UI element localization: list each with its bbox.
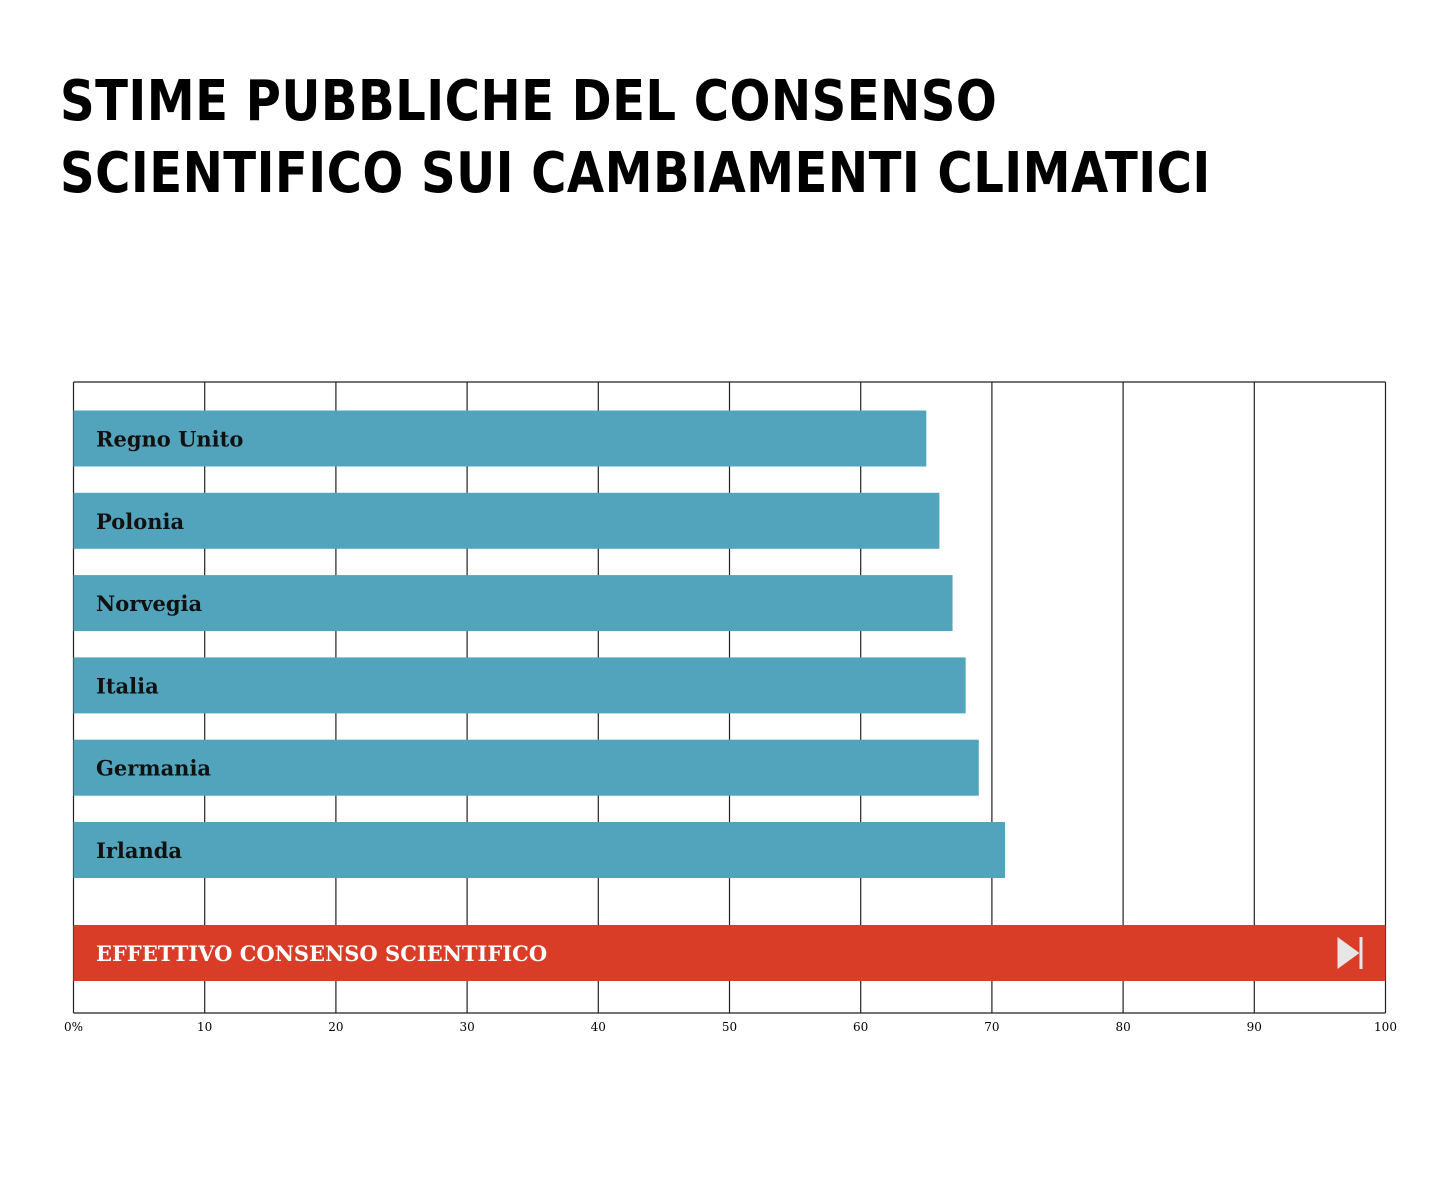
bar — [73, 739, 979, 796]
x-tick-label: 20 — [328, 1020, 343, 1034]
bar-label: Germania — [96, 756, 211, 781]
bars: Regno Unito Polonia Norvegia Italia Germania… — [73, 410, 1006, 878]
x-tick-label: 10 — [197, 1020, 212, 1034]
reference-bar — [73, 925, 1386, 981]
bar — [73, 657, 966, 714]
bar-label: Regno Unito — [96, 427, 243, 452]
x-tick-label: 60 — [853, 1020, 868, 1034]
bar — [73, 575, 953, 632]
reference-bar-group: EFFETTIVO CONSENSO SCIENTIFICO — [73, 925, 1386, 981]
bar-label: Italia — [96, 673, 159, 698]
x-tick-label: 80 — [1115, 1020, 1130, 1034]
bar-label: Irlanda — [96, 838, 182, 863]
bar — [73, 822, 1006, 878]
x-tick-label: 100 — [1374, 1020, 1397, 1034]
skip-forward-icon — [1337, 937, 1363, 969]
bar-label: Polonia — [96, 509, 184, 534]
x-axis: 0% 10 20 30 40 50 60 70 80 90 100 — [64, 1020, 1397, 1034]
x-tick-label: 70 — [984, 1020, 999, 1034]
chart-title-line-2: SCIENTIFICO SUI CAMBIAMENTI CLIMATICI — [60, 141, 1211, 206]
chart-title-line-1: STIME PUBBLICHE DEL CONSENSO — [60, 69, 998, 134]
x-tick-label: 50 — [722, 1020, 737, 1034]
bar-label: Norvegia — [96, 591, 202, 616]
x-tick-label: 0% — [64, 1020, 83, 1034]
bar — [73, 492, 940, 549]
x-tick-label: 30 — [459, 1020, 474, 1034]
reference-bar-label: EFFETTIVO CONSENSO SCIENTIFICO — [96, 941, 547, 966]
chart-title: STIME PUBBLICHE DEL CONSENSO SCIENTIFICO… — [60, 66, 1211, 210]
x-tick-label: 40 — [591, 1020, 606, 1034]
bar — [73, 410, 927, 467]
x-tick-label: 90 — [1247, 1020, 1262, 1034]
